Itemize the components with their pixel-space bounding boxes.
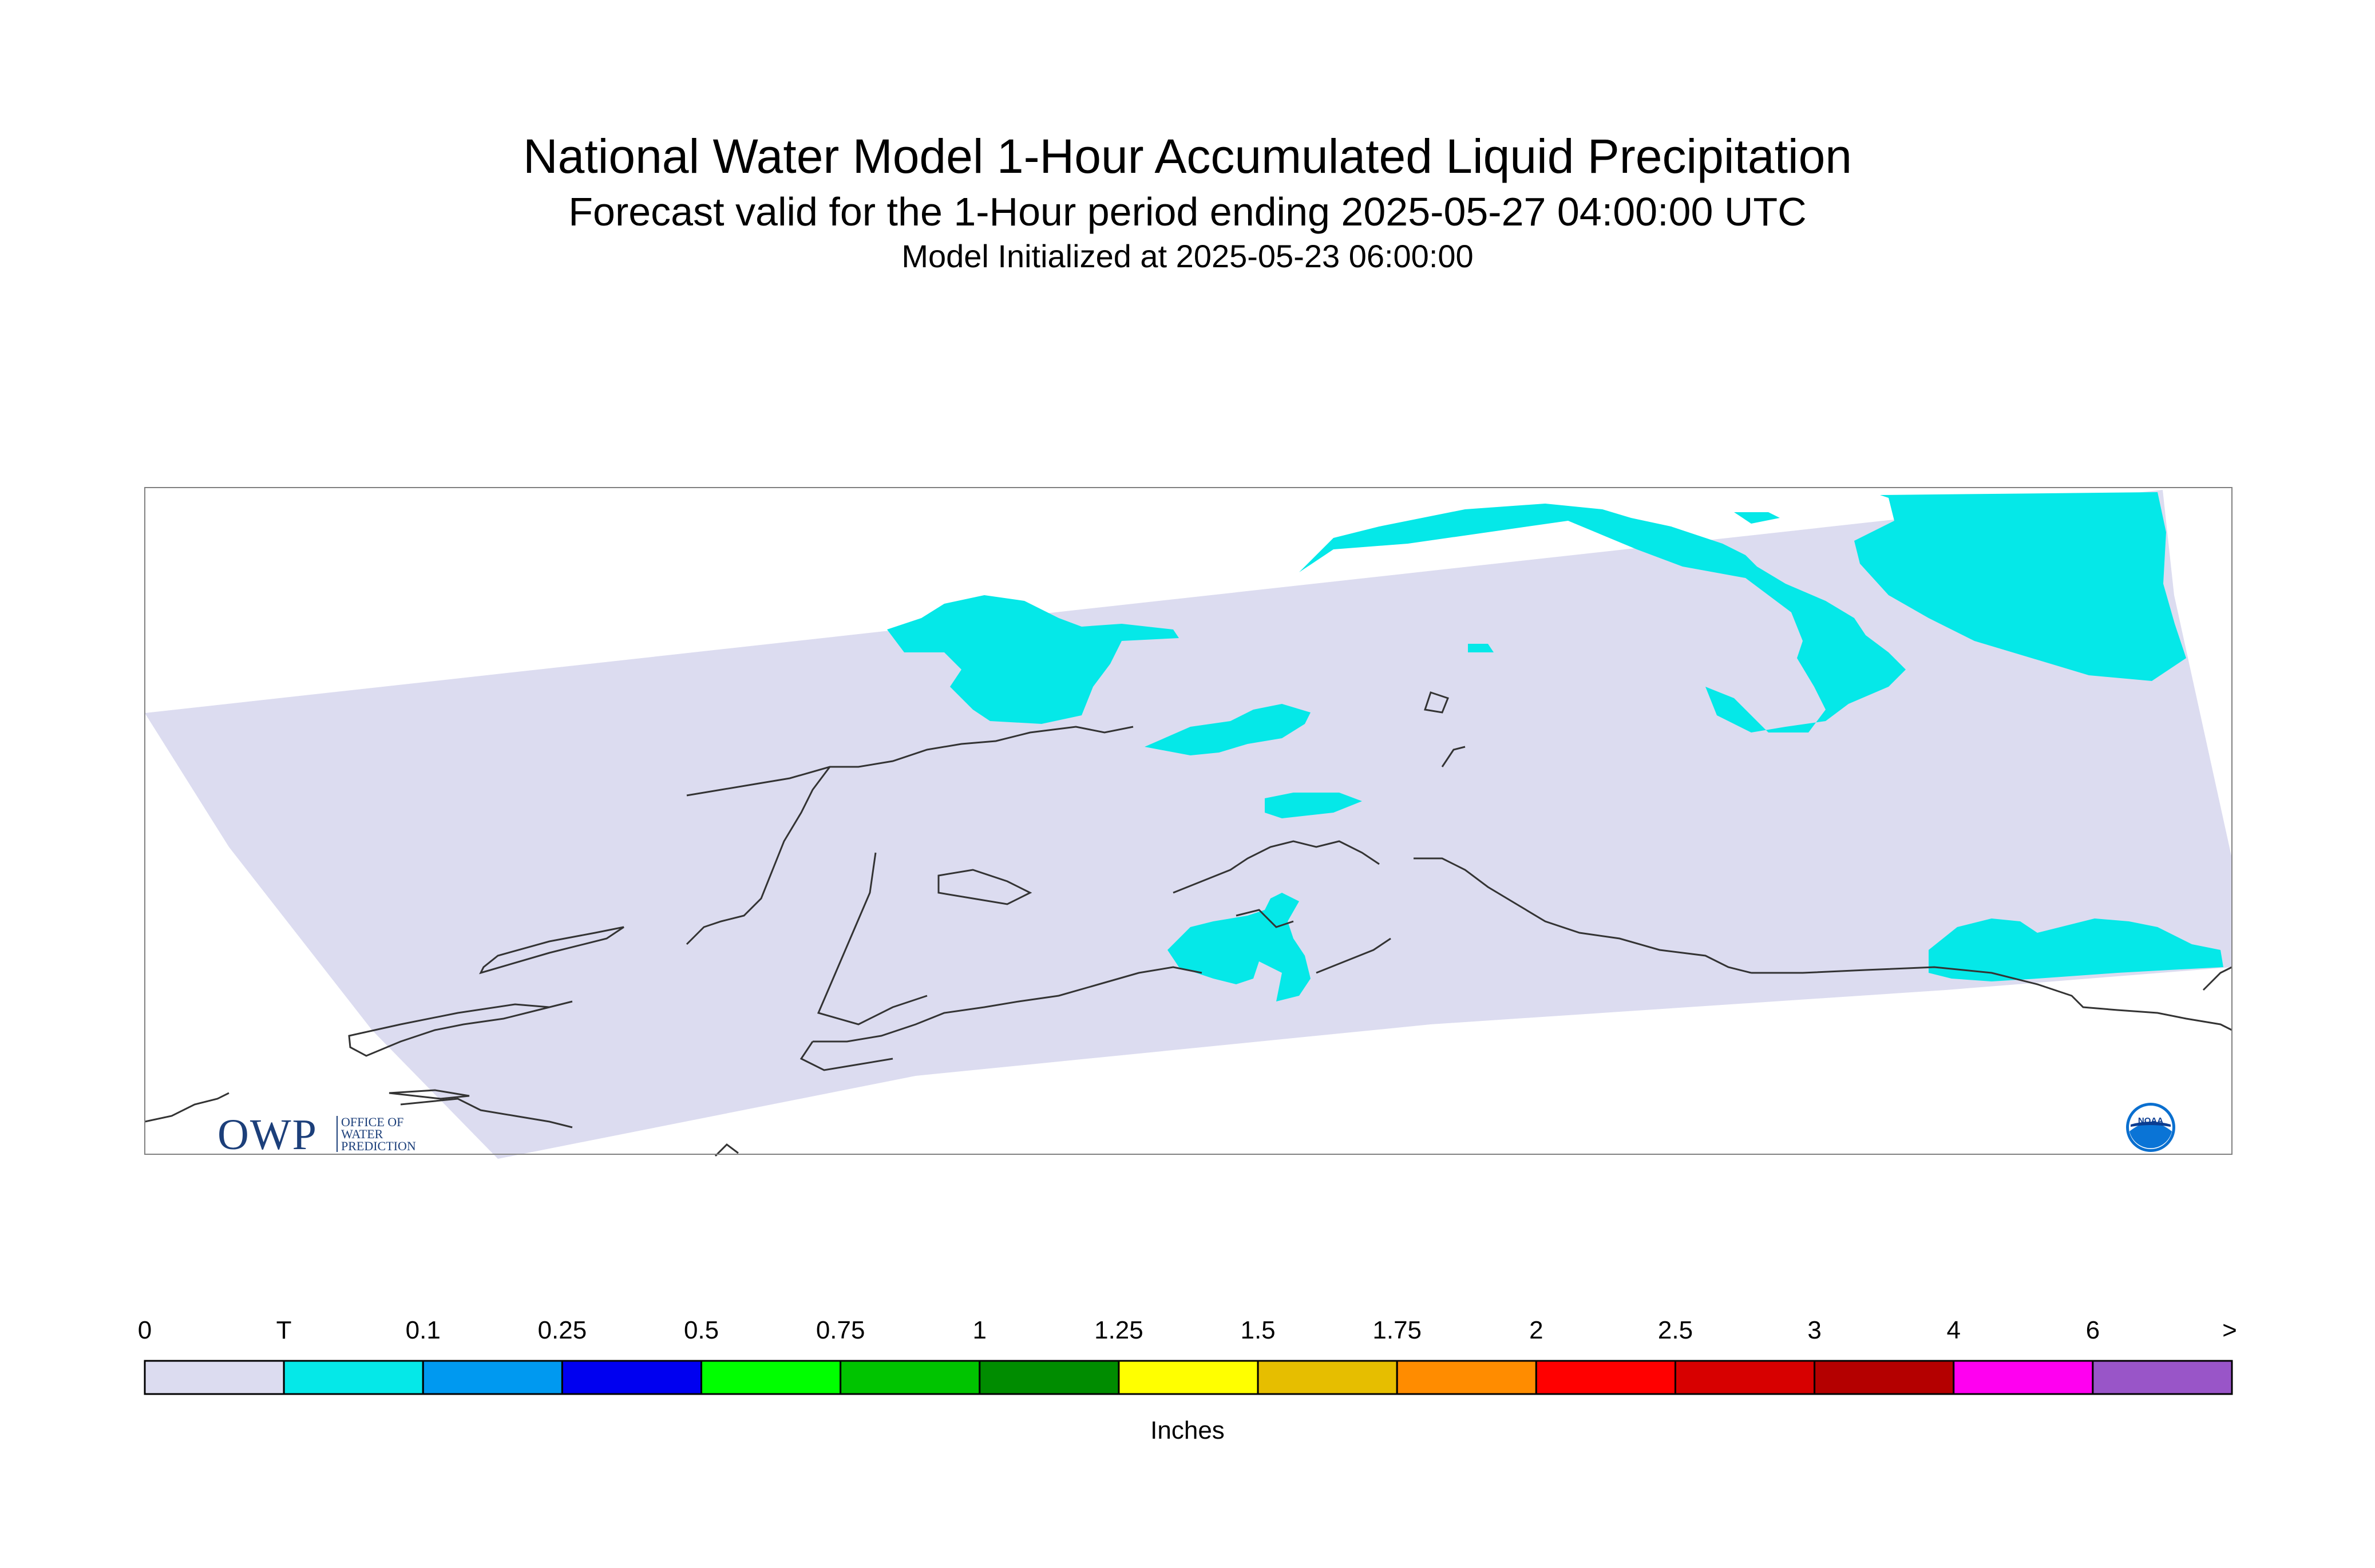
precip-area-small-central xyxy=(1265,793,1362,818)
colorbar-tick-label: T xyxy=(276,1316,292,1344)
colorbar-tick-label: 4 xyxy=(1946,1316,1961,1344)
precip-area-southeast xyxy=(1929,918,2223,981)
colorbar-tick-label: 0 xyxy=(137,1316,152,1344)
precip-trace-regions xyxy=(887,492,2223,1001)
colorbar-swatch xyxy=(422,1360,563,1395)
colorbar-swatch xyxy=(700,1360,842,1395)
colorbar-swatch xyxy=(1953,1360,2094,1395)
noaa-logo: NOAA xyxy=(2126,1103,2175,1152)
colorbar-swatch xyxy=(1396,1360,1537,1395)
colorbar-tick-label: 0.5 xyxy=(683,1316,719,1344)
svg-text:NOAA: NOAA xyxy=(2138,1116,2163,1126)
map-frame xyxy=(144,487,2232,1155)
owp-logo-mark: OWP xyxy=(217,1111,318,1159)
colorbar-tick-label: 0.75 xyxy=(816,1316,865,1344)
model-domain-area xyxy=(145,490,2232,1159)
precip-area-northeast xyxy=(1734,512,1780,524)
colorbar-tick-label: 3 xyxy=(1807,1316,1822,1344)
colorbar-swatch xyxy=(1535,1360,1676,1395)
colorbar-tick-label: 2 xyxy=(1529,1316,1543,1344)
colorbar-tick-label: > xyxy=(2222,1316,2237,1344)
precip-area-west xyxy=(887,595,1179,724)
colorbar-units-label: Inches xyxy=(1150,1416,1225,1444)
colorbar-tick-label: 0.25 xyxy=(537,1316,587,1344)
colorbar-labels: 0 T 0.1 0.25 0.5 0.75 1 1.25 1.5 1.75 2 2.5 3 4 6 > xyxy=(0,1316,2375,1356)
colorbar-tick-label: 2.5 xyxy=(1657,1316,1693,1344)
colorbar xyxy=(144,1360,2233,1395)
colorbar-swatch xyxy=(144,1360,285,1395)
colorbar-tick-label: 1.25 xyxy=(1094,1316,1143,1344)
colorbar-swatch xyxy=(1814,1360,1955,1395)
precip-area-far-northeast xyxy=(1854,492,2186,681)
colorbar-swatch xyxy=(1257,1360,1398,1395)
map-title: National Water Model 1-Hour Accumulated … xyxy=(522,129,1852,183)
colorbar-tick-label: 1.75 xyxy=(1372,1316,1422,1344)
model-init-line: Model Initialized at 2025-05-23 06:00:00 xyxy=(901,238,1474,274)
forecast-valid-subtitle: Forecast valid for the 1-Hour period end… xyxy=(568,189,1807,234)
colorbar-swatch xyxy=(561,1360,703,1395)
colorbar-swatch xyxy=(2092,1360,2233,1395)
colorbar-swatch xyxy=(1674,1360,1816,1395)
colorbar-swatch xyxy=(979,1360,1120,1395)
colorbar-swatch xyxy=(283,1360,424,1395)
coastlines xyxy=(144,691,2232,1157)
colorbar-swatch xyxy=(840,1360,981,1395)
colorbar-tick-label: 1 xyxy=(972,1316,987,1344)
precip-area-south-central xyxy=(1167,893,1311,1001)
precip-area-small-north xyxy=(1468,644,1494,652)
colorbar-tick-label: 6 xyxy=(2085,1316,2100,1344)
colorbar-tick-label: 1.5 xyxy=(1240,1316,1276,1344)
colorbar-tick-label: 0.1 xyxy=(405,1316,441,1344)
owp-logo-text: OFFICE OF WATER PREDICTION xyxy=(337,1116,416,1153)
colorbar-swatch xyxy=(1118,1360,1259,1395)
precip-area-streak xyxy=(1145,704,1311,755)
